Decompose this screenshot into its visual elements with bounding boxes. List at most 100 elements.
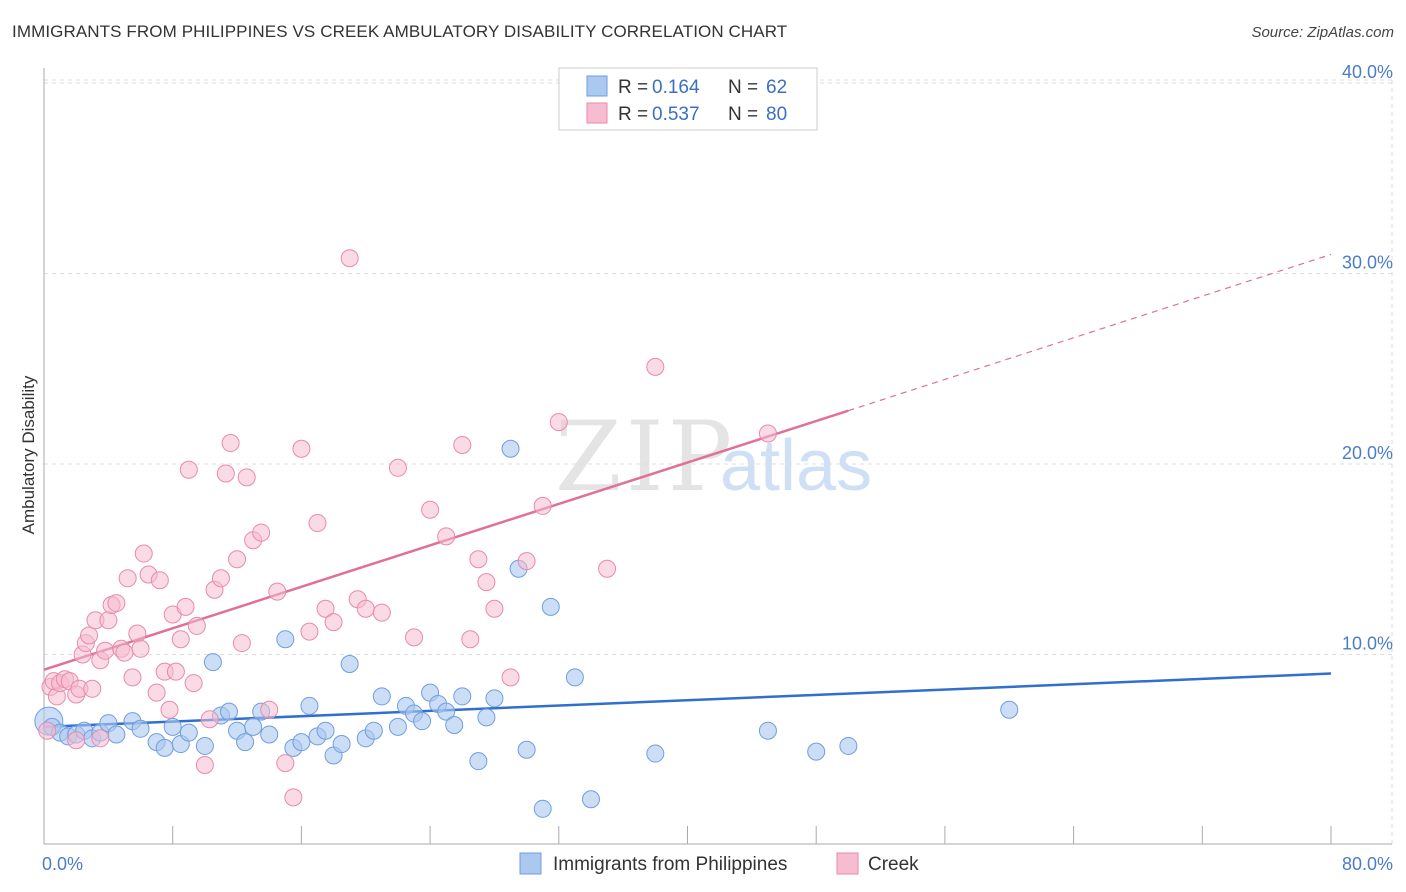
immigrants-point (413, 712, 432, 731)
creek-point (91, 729, 110, 748)
immigrants-point (477, 708, 496, 727)
creek-point (437, 527, 456, 546)
creek-point (134, 544, 153, 563)
bottom-legend-swatch-blue (519, 852, 542, 875)
immigrants-point (220, 702, 239, 721)
creek-point (284, 788, 303, 807)
creek-point (123, 668, 142, 687)
legend-n-value-blue: 62 (766, 77, 787, 98)
y-tick-label: 10.0% (1342, 634, 1393, 654)
bottom-legend: Immigrants from Philippines Creek (519, 852, 919, 875)
creek-point (533, 496, 552, 515)
creek-point (128, 624, 147, 643)
immigrants-point (839, 736, 858, 755)
creek-point (131, 639, 150, 658)
immigrants-point (340, 655, 359, 674)
creek-point (171, 630, 190, 649)
immigrants-point (236, 733, 255, 752)
creek-point (646, 357, 665, 376)
immigrants-point (364, 721, 383, 740)
legend-n-label-blue: N = (728, 77, 758, 98)
creek-point (549, 413, 568, 432)
creek-point (598, 559, 617, 578)
y-tick-label: 30.0% (1342, 253, 1393, 273)
legend-r-label-blue: R = (618, 77, 648, 98)
creek-point (221, 434, 240, 453)
source-credit: Source: ZipAtlas.com (1251, 24, 1394, 41)
immigrants-point (453, 687, 472, 706)
creek-point (237, 468, 256, 487)
creek-point (316, 599, 335, 618)
creek-point (469, 550, 488, 569)
immigrants-point (581, 790, 600, 809)
immigrants-point (292, 733, 311, 752)
immigrants-point (445, 715, 464, 734)
legend-r-label-pink: R = (618, 104, 648, 125)
creek-point (200, 710, 219, 729)
creek-point (184, 674, 203, 693)
creek-point (268, 582, 287, 601)
creek-point (216, 464, 235, 483)
immigrants-point (541, 597, 560, 616)
creek-point (38, 721, 57, 740)
creek-point (758, 424, 777, 443)
immigrants-point (517, 740, 536, 759)
creek-point (67, 731, 86, 750)
immigrants-point (155, 738, 174, 757)
immigrants-point (131, 719, 150, 738)
trend-line-creek-extension (848, 253, 1332, 412)
creek-point (276, 754, 295, 773)
y-tick-label: 20.0% (1342, 443, 1393, 463)
immigrants-point (260, 725, 279, 744)
immigrants-point (469, 752, 488, 771)
creek-point (160, 700, 179, 719)
creek-point (308, 514, 327, 533)
immigrants-point (437, 702, 456, 721)
y-axis-label: Ambulatory Disability (19, 375, 38, 534)
trend-line-immigrants (43, 672, 1332, 729)
immigrants-point (1000, 700, 1019, 719)
immigrants-point (195, 736, 214, 755)
creek-point (150, 571, 169, 590)
creek-point (187, 616, 206, 635)
immigrants-point (533, 799, 552, 818)
creek-point (166, 662, 185, 681)
immigrants-point (316, 721, 335, 740)
bottom-legend-label-blue: Immigrants from Philippines (553, 854, 787, 875)
creek-point (340, 249, 359, 268)
immigrants-point (300, 696, 319, 715)
creek-point (252, 523, 271, 542)
immigrants-point (107, 725, 126, 744)
creek-point (421, 500, 440, 519)
bottom-legend-swatch-pink (836, 852, 859, 875)
legend-swatch-blue (586, 75, 608, 97)
legend-n-label-pink: N = (728, 104, 758, 125)
watermark-atlas: atlas (720, 426, 872, 506)
creek-point (292, 439, 311, 458)
legend-swatch-pink (586, 102, 608, 124)
legend-n-value-pink: 80 (766, 104, 787, 125)
creek-point (176, 597, 195, 616)
series-immigrants-points (34, 439, 1019, 818)
immigrants-point (276, 630, 295, 649)
creek-point (372, 603, 391, 622)
legend-r-value-blue: 0.164 (652, 77, 700, 98)
creek-point (96, 641, 115, 660)
immigrants-point (807, 742, 826, 761)
creek-point (147, 683, 166, 702)
y-tick-label: 40.0% (1342, 62, 1393, 82)
tick-labels: 10.0% 20.0% 30.0% 40.0% 0.0% 80.0% (42, 62, 1393, 874)
creek-point (211, 569, 230, 588)
creek-point (107, 594, 126, 613)
creek-point (517, 552, 536, 571)
creek-point (179, 460, 198, 479)
legend-r-value-pink: 0.537 (652, 104, 700, 125)
chart-title: IMMIGRANTS FROM PHILIPPINES VS CREEK AMB… (12, 22, 788, 41)
creek-point (388, 458, 407, 477)
creek-point (405, 628, 424, 647)
immigrants-point (332, 735, 351, 754)
immigrants-point (203, 653, 222, 672)
immigrants-point (758, 721, 777, 740)
creek-point (83, 679, 102, 698)
